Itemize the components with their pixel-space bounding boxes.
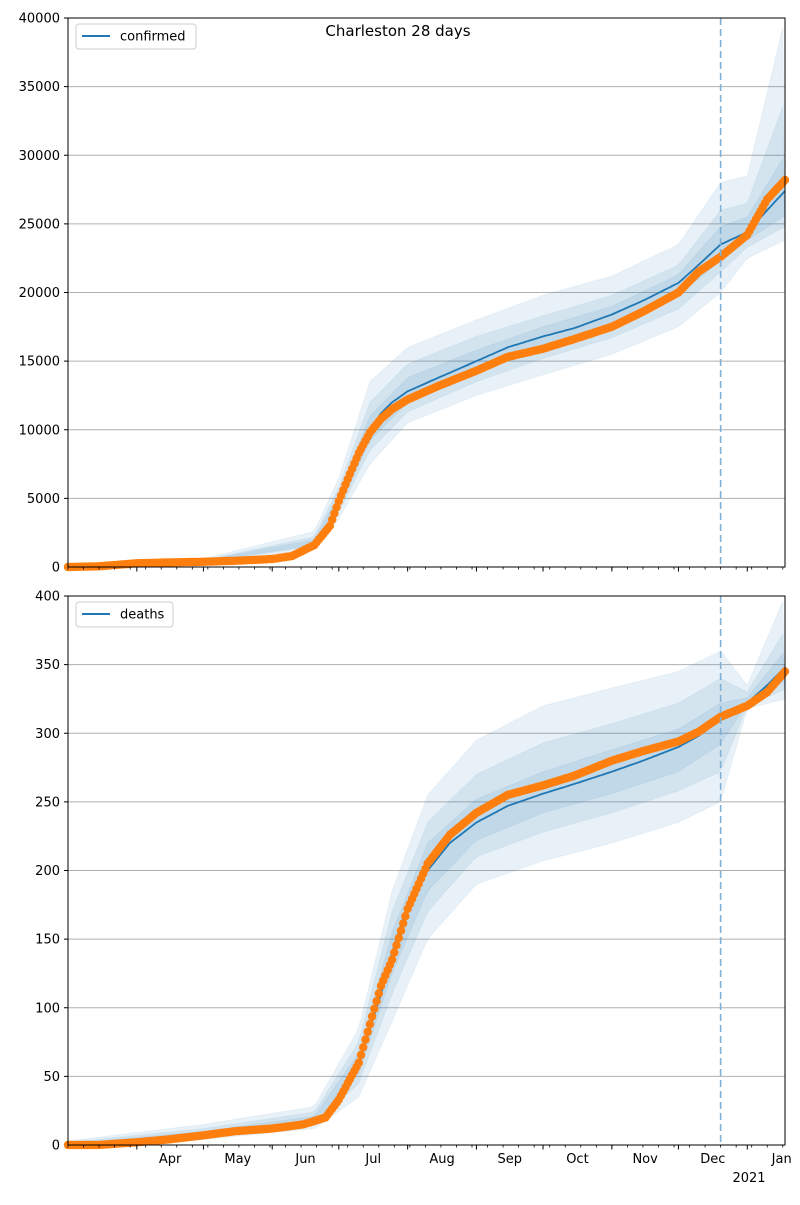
legend-deaths: deaths [75,601,174,628]
x-tick-label: Jul [364,1152,381,1167]
observed-point [374,989,383,998]
observed-point [387,955,397,964]
observed-point [356,1050,366,1060]
x-tick-label: Jan [771,1152,792,1167]
axes-frame [67,17,786,568]
observed-point [365,1019,375,1029]
x-tick-label: Aug [429,1152,454,1167]
y-tick-label: 0 [52,561,60,576]
legend-label-deaths: deaths [120,608,165,623]
legend-confirmed: confirmed [75,23,197,50]
y-tick-label: 20000 [19,286,60,301]
figure-title: Charleston 28 days [325,22,470,40]
y-tick-label: 5000 [27,492,60,507]
legend-box [75,601,174,628]
observed-point [390,948,399,957]
y-tick-label: 10000 [19,423,60,438]
observed-point [394,933,403,943]
y-tick-label: 30000 [19,149,60,164]
y-tick-label: 15000 [19,355,60,370]
observed-point [363,1027,372,1037]
x-tick-label: Jun [294,1152,315,1167]
y-tick-label: 350 [35,658,60,673]
observed-point [396,926,406,935]
observed-point [354,1058,363,1067]
observed-point [370,1004,379,1013]
observed-point [392,941,401,950]
observed-point [399,919,408,928]
y-tick-label: 250 [35,795,60,810]
y-tick-label: 40000 [19,12,60,27]
x-tick-label: Dec [700,1152,725,1167]
x-tick-label: Nov [632,1152,658,1167]
y-tick-label: 50 [43,1070,60,1085]
observed-point [372,997,381,1006]
axes-frame [67,595,786,1146]
x-tick-label: Oct [566,1152,588,1167]
y-tick-label: 25000 [19,217,60,232]
y-tick-label: 200 [35,864,60,879]
x-tick-label: May [224,1152,251,1167]
legend-label-confirmed: confirmed [120,30,186,45]
observed-point [361,1035,370,1044]
confirmed-panel: 0 5000 10000 15000 20000 25000 30000 35000 40000 [19,12,790,576]
y-tick-label: 300 [35,727,60,742]
y-tick-label: 35000 [19,80,60,95]
y-tick-label: 400 [35,590,60,605]
observed-point [367,1012,377,1021]
observed-point [359,1043,368,1052]
x-year-label: 2021 [732,1171,765,1186]
x-tick-label: Apr [159,1152,182,1167]
y-tick-label: 150 [35,933,60,948]
observed-point [401,912,410,921]
deaths-panel: 0 50 100 150 200 250 300 350 400 Apr May Jun Jul Aug S… [35,590,792,1168]
y-tick-label: 100 [35,1001,60,1016]
x-tick-label: Sep [497,1152,522,1167]
y-tick-label: 0 [52,1139,60,1154]
legend-box [75,23,197,50]
